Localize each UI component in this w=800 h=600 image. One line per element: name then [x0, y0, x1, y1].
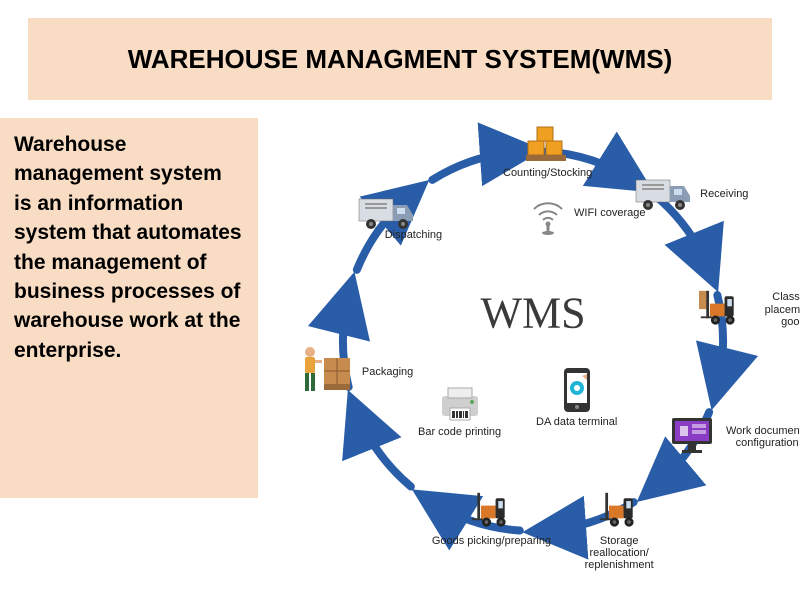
printer-icon	[436, 386, 484, 424]
pallet-boxes-icon	[522, 125, 574, 165]
center-label: WMS	[480, 287, 585, 338]
cycle-node-classified-placement: Classified placement of goods	[695, 289, 800, 331]
node-label: DA data terminal	[536, 416, 617, 428]
wifi-icon	[528, 191, 568, 235]
node-label: WIFI coverage	[574, 207, 646, 219]
inner-node-wifi: WIFI coverage	[528, 191, 646, 235]
node-label: Classified placement of goods	[751, 291, 800, 327]
monitor-icon	[668, 416, 716, 458]
node-label: Packaging	[362, 366, 413, 378]
node-label: Storage reallocation/ replenishment	[574, 535, 664, 571]
node-label: Work documents configuration	[722, 425, 800, 449]
node-label: Bar code printing	[418, 426, 501, 438]
inner-node-da-terminal: DA data terminal	[536, 366, 617, 428]
cycle-node-work-docs: Work documents configuration	[668, 416, 800, 458]
cycle-node-counting-stocking: Counting/Stocking	[503, 125, 592, 179]
cycle-node-packaging: Packaging	[296, 344, 413, 400]
forklift-icon	[594, 491, 644, 533]
description-panel: Warehouse management system is an inform…	[0, 118, 258, 498]
node-label: Counting/Stocking	[503, 167, 592, 179]
truck-icon	[357, 193, 417, 233]
cycle-node-storage-realloc: Storage reallocation/ replenishment	[574, 491, 664, 571]
cycle-node-goods-picking: Goods picking/preparing	[432, 491, 551, 547]
wms-cycle-diagram: WMS Counting/Stocking Receiving Classifi…	[268, 106, 798, 598]
title-bar: WAREHOUSE MANAGMENT SYSTEM(WMS)	[28, 18, 772, 100]
phone-icon	[560, 366, 594, 414]
node-label: Goods picking/preparing	[432, 535, 551, 547]
description-text: Warehouse management system is an inform…	[14, 130, 244, 365]
cycle-node-dispatching: Dispatching	[357, 193, 417, 247]
page-title: WAREHOUSE MANAGMENT SYSTEM(WMS)	[128, 43, 673, 76]
cycle-node-receiving: Receiving	[634, 174, 748, 214]
forklift-icon	[466, 491, 516, 533]
node-label: Dispatching	[385, 229, 442, 241]
node-label: Receiving	[700, 188, 748, 200]
inner-node-barcode-printing: Bar code printing	[418, 386, 501, 438]
worker-box-icon	[296, 344, 356, 400]
forklift-boxes-icon	[695, 289, 745, 331]
